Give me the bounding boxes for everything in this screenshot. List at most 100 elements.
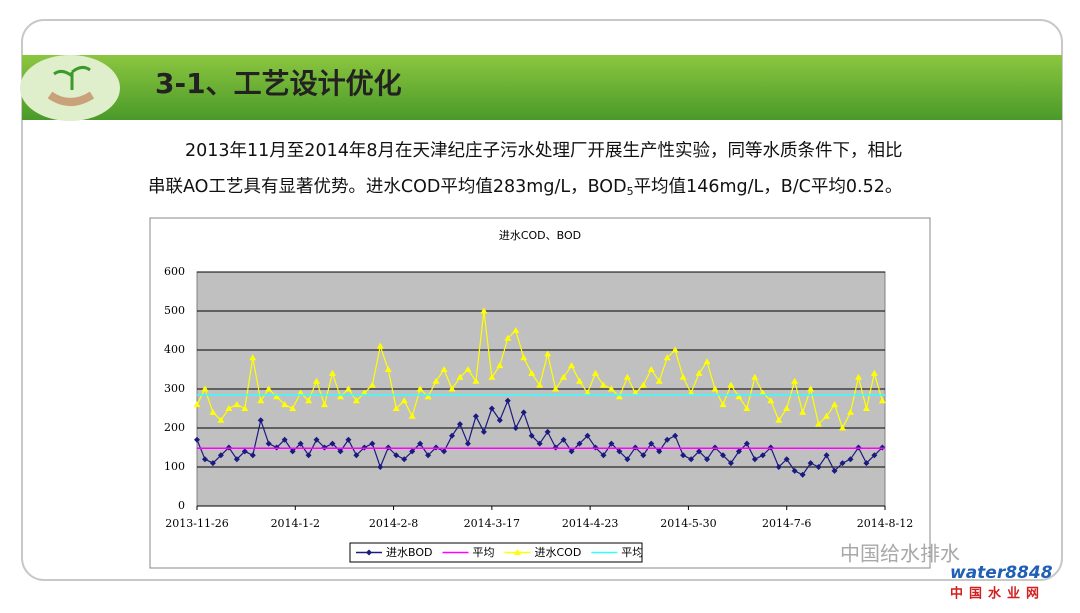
data-point [751,373,759,380]
data-point [560,373,568,380]
text-span: 平均值146mg/L，B/C平均0.52。 [634,177,903,197]
data-point [799,408,807,415]
data-point [600,452,607,459]
data-point [488,373,496,380]
data-point [838,424,846,431]
data-point [233,401,241,408]
data-point [544,350,552,357]
legend-label: 进水BOD [386,546,432,559]
data-point [504,397,511,404]
data-point [679,373,687,380]
watermark-logo: water8848 [950,563,1053,583]
data-point [305,452,312,459]
data-point [671,346,679,353]
data-point [249,452,256,459]
data-point [472,413,479,420]
data-point [687,389,695,396]
data-point [727,460,734,467]
data-point [735,393,743,400]
data-point [329,440,336,447]
data-point [607,385,615,392]
sprout-icon [53,65,91,90]
data-point [464,366,472,372]
x-tick-label: 2014-7-6 [762,517,811,530]
legend-label: 平均 [472,546,494,559]
data-point [217,452,224,459]
data-point [360,389,368,396]
data-point [711,385,719,392]
data-point [815,464,822,470]
slide-title: 3-1、工艺设计优化 [155,67,402,100]
data-point [767,397,775,404]
data-point [735,448,742,455]
x-tick-label: 2014-3-17 [464,517,520,530]
data-point [337,448,344,455]
data-point [480,307,488,314]
data-point [520,409,527,416]
data-point [512,425,519,431]
data-point [576,440,583,447]
data-point [265,385,273,392]
data-point [871,452,878,459]
data-point [297,389,305,396]
data-point [528,369,536,376]
data-point [583,389,591,396]
y-tick-label: 0 [178,499,185,512]
data-point [424,393,432,400]
data-point [656,448,663,455]
x-tick-label: 2014-2-8 [369,517,418,530]
data-point [568,362,576,369]
data-point [704,456,711,463]
data-point [846,408,854,415]
data-point [719,452,726,459]
data-point [241,448,248,455]
chart: 0 100 200 300 400 500 600 2013-11-26 2014-1-2 201… [164,265,913,563]
data-point [703,358,711,365]
data-point [265,440,272,447]
data-point [321,401,329,408]
data-point [863,460,870,467]
data-point [416,385,424,392]
data-point [376,342,384,349]
data-point [512,327,520,333]
data-point [401,456,408,463]
data-point [854,373,862,380]
data-point [664,436,671,443]
data-point [639,381,647,388]
data-point [201,456,208,463]
data-point [496,362,504,369]
x-tick-label: 2014-5-30 [660,517,716,530]
y-tick-label: 400 [164,343,185,356]
data-point [568,448,575,455]
data-point [663,354,671,361]
data-point [313,377,321,384]
data-point [624,456,631,463]
x-tick-label: 2014-1-2 [271,517,320,530]
subscript: 5 [627,185,634,198]
data-point [680,452,687,459]
data-point [353,452,360,459]
data-point [400,397,408,404]
data-point [759,452,766,459]
data-point [743,405,751,411]
data-point [775,416,783,423]
data-point [552,385,560,392]
data-point [305,397,313,404]
data-point [409,448,416,455]
data-point [281,401,289,408]
data-point [440,366,448,372]
data-point [201,385,209,392]
legend-label: 进水COD [534,546,581,559]
data-point [655,377,663,384]
data-point [640,452,647,459]
data-point [815,420,823,427]
data-point [536,381,544,388]
data-point [839,460,846,467]
data-point [313,436,320,443]
data-point [759,389,767,396]
data-point [536,440,543,447]
data-point [623,373,631,380]
watermark-account: 中国给水排水 [840,542,960,566]
data-point [441,448,448,455]
